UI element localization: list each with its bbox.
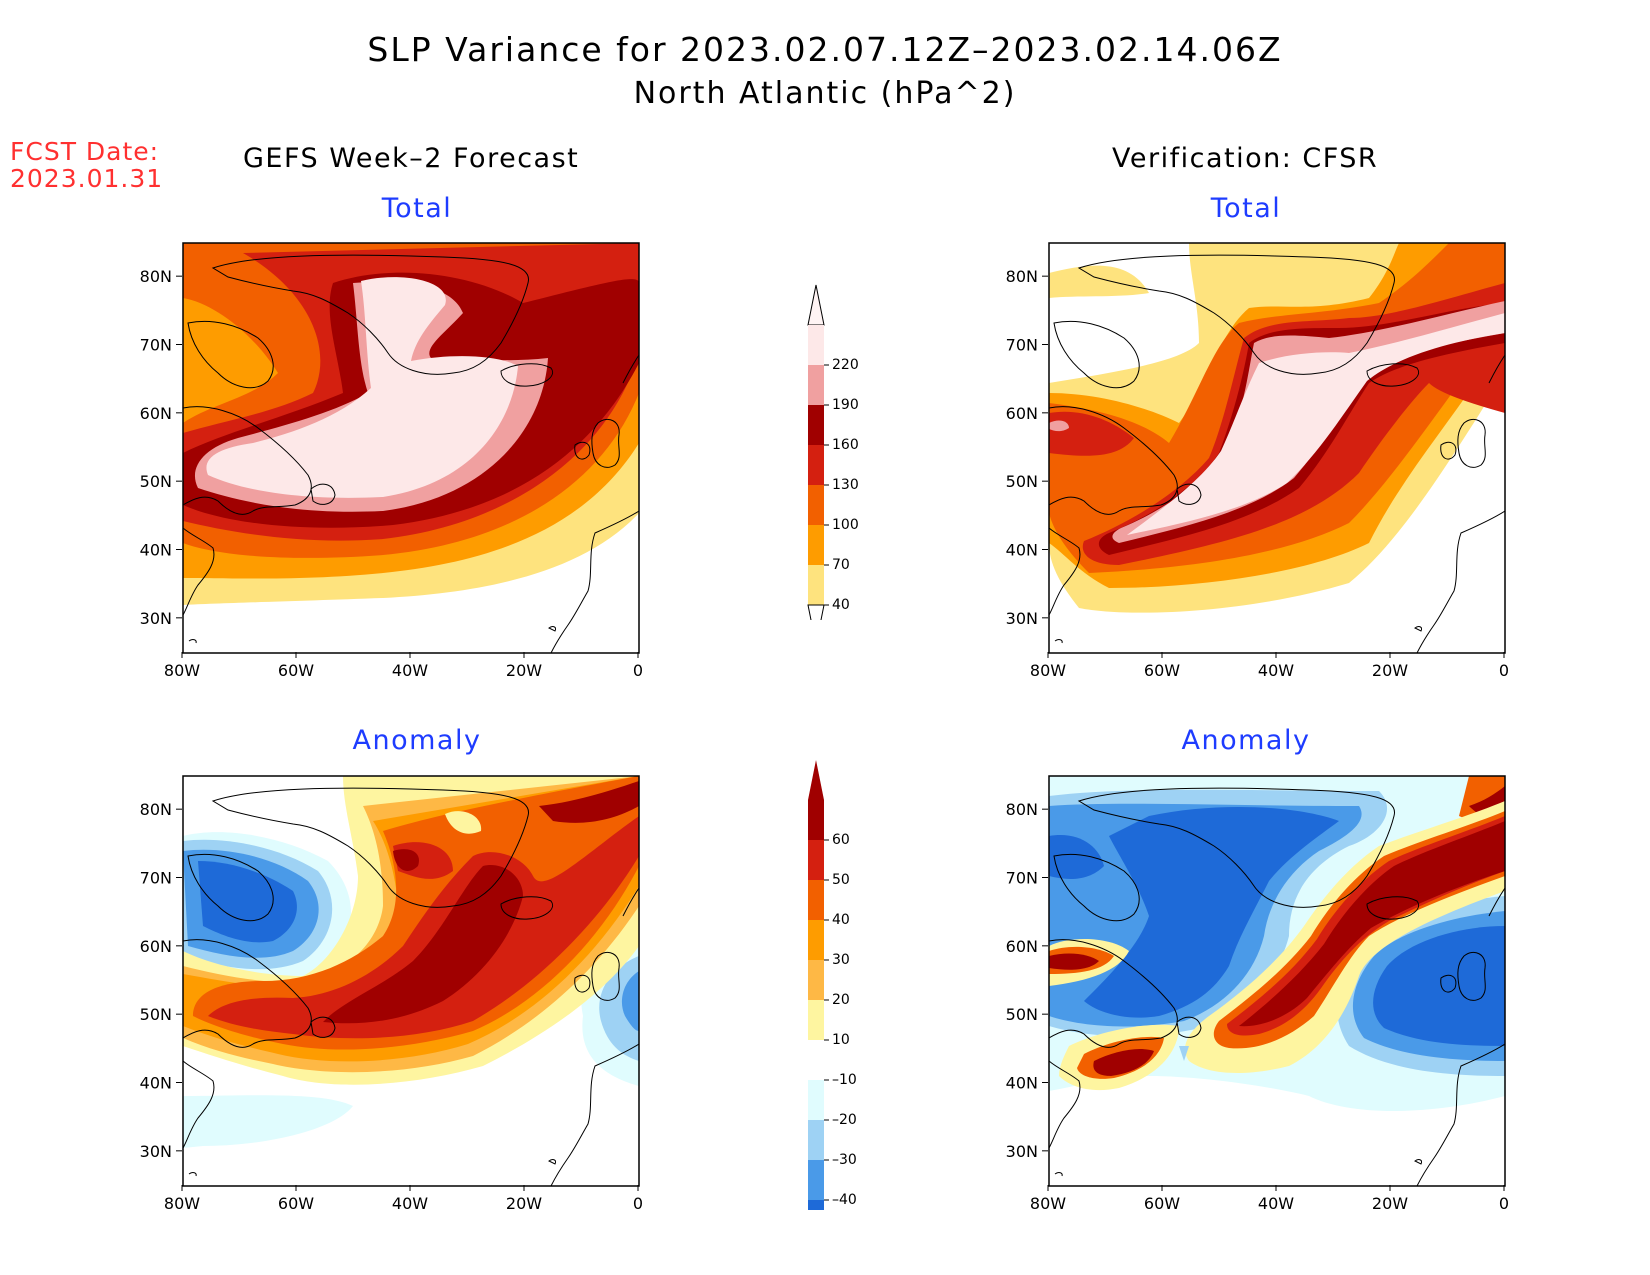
- fcst-total-lat-label: 70N: [140, 336, 172, 355]
- anomaly-colorbar: 60 50 40 30 20 10 –10 –20 –30 –40: [808, 760, 857, 1210]
- fcst-anomaly-lat-label: 60N: [140, 937, 172, 956]
- obs-anomaly-lon-label: 0: [1499, 1194, 1509, 1213]
- obs-total-title: Total: [1210, 193, 1282, 224]
- obs-anomaly-lon-label: 60W: [1144, 1194, 1180, 1213]
- anomaly-colorbar-swatch: [808, 1080, 824, 1120]
- fcst-total-lon-label: 0: [633, 661, 643, 680]
- obs-total-lon-label: 60W: [1144, 661, 1180, 680]
- total-colorbar: 220 190 160 130 100 70 40: [807, 284, 859, 620]
- fcst-total-map: [182, 242, 640, 654]
- fcst-anomaly-lon-label: 60W: [278, 1194, 314, 1213]
- fcst-total-lat-label: 80N: [140, 267, 172, 286]
- fcst-anomaly-lat-label: 80N: [140, 800, 172, 819]
- fcst-anomaly-lat-label: 40N: [140, 1074, 172, 1093]
- obs-anomaly-map: [1048, 775, 1506, 1187]
- fcst-anomaly-lon-label: 0: [633, 1194, 643, 1213]
- anomaly-colorbar-level-label: 10: [832, 1032, 850, 1048]
- fcst-anomaly-map: [182, 775, 640, 1187]
- obs-anomaly-lat-label: 80N: [1006, 800, 1038, 819]
- anomaly-colorbar-swatch: [808, 880, 824, 920]
- anomaly-colorbar-level-label: –20: [832, 1112, 857, 1128]
- obs-anomaly-lat-label: 60N: [1006, 937, 1038, 956]
- obs-total-lon-label: 0: [1499, 661, 1509, 680]
- obs-anomaly-lat-label: 50N: [1006, 1005, 1038, 1024]
- anomaly-colorbar-level-label: 20: [832, 992, 850, 1008]
- total-colorbar-swatch: [808, 485, 824, 525]
- anomaly-colorbar-swatch: [808, 920, 824, 960]
- total-colorbar-level-label: 130: [832, 477, 859, 493]
- fcst-total-lon-label: 60W: [278, 661, 314, 680]
- fcst-date-value: 2023.01.31: [10, 164, 164, 193]
- anomaly-colorbar-swatch: [808, 1040, 824, 1080]
- anomaly-colorbar-swatch: [808, 840, 824, 880]
- fcst-anomaly-lat-label: 70N: [140, 869, 172, 888]
- total-colorbar-level-label: 100: [832, 517, 859, 533]
- anomaly-colorbar-swatch: [808, 1160, 824, 1200]
- total-colorbar-level-label: 70: [832, 557, 850, 573]
- total-colorbar-level-label: 160: [832, 437, 859, 453]
- anomaly-colorbar-swatch: [808, 1000, 824, 1040]
- obs-total-lat-label: 60N: [1006, 404, 1038, 423]
- total-colorbar-swatch: [808, 405, 824, 445]
- obs-anomaly-lon-label: 20W: [1372, 1194, 1408, 1213]
- obs-total-lon-label: 80W: [1030, 661, 1066, 680]
- fcst-date-label: FCST Date:: [10, 137, 160, 166]
- fcst-anomaly-title: Anomaly: [352, 725, 482, 756]
- anomaly-colorbar-swatch: [808, 1200, 824, 1210]
- obs-anomaly-lon-label: 80W: [1030, 1194, 1066, 1213]
- anomaly-colorbar-level-label: –30: [832, 1152, 857, 1168]
- fcst-total-lon-label: 80W: [164, 661, 200, 680]
- obs-total-lat-label: 30N: [1006, 609, 1038, 628]
- obs-total-map: [1048, 242, 1506, 654]
- fcst-total-lon-label: 40W: [392, 661, 428, 680]
- obs-anomaly-lat-label: 30N: [1006, 1142, 1038, 1161]
- total-colorbar-level-label: 190: [832, 397, 859, 413]
- total-colorbar-swatch: [808, 525, 824, 565]
- fcst-total-lon-label: 20W: [506, 661, 542, 680]
- anomaly-colorbar-swatch: [808, 800, 824, 840]
- total-colorbar-swatch: [808, 445, 824, 485]
- anomaly-colorbar-swatch: [808, 1120, 824, 1160]
- fcst-total-lat-label: 30N: [140, 609, 172, 628]
- fcst-anomaly-lat-label: 50N: [140, 1005, 172, 1024]
- anomaly-colorbar-level-label: 60: [832, 832, 850, 848]
- fcst-anomaly-lon-label: 80W: [164, 1194, 200, 1213]
- anomaly-colorbar-level-label: 40: [832, 912, 850, 928]
- anomaly-colorbar-level-label: –10: [832, 1072, 857, 1088]
- total-colorbar-level-label: 220: [832, 357, 859, 373]
- fcst-anomaly-lon-label: 20W: [506, 1194, 542, 1213]
- total-colorbar-swatch: [808, 365, 824, 405]
- fcst-anomaly-lon-label: 40W: [392, 1194, 428, 1213]
- left-column-heading: GEFS Week–2 Forecast: [243, 143, 580, 174]
- obs-total-lat-label: 40N: [1006, 541, 1038, 560]
- main-subtitle: North Atlantic (hPa^2): [633, 76, 1017, 111]
- right-column-heading: Verification: CFSR: [1112, 143, 1379, 174]
- fcst-total-lat-label: 60N: [140, 404, 172, 423]
- fcst-total-title: Total: [381, 193, 453, 224]
- obs-total-lat-label: 50N: [1006, 472, 1038, 491]
- obs-total-lon-label: 40W: [1258, 661, 1294, 680]
- obs-anomaly-title: Anomaly: [1181, 725, 1311, 756]
- obs-total-lon-label: 20W: [1372, 661, 1408, 680]
- total-colorbar-swatch: [808, 565, 824, 605]
- anomaly-colorbar-level-label: 30: [832, 952, 850, 968]
- total-colorbar-bottom-arrow: [807, 604, 825, 620]
- main-title: SLP Variance for 2023.02.07.12Z–2023.02.…: [367, 30, 1283, 69]
- obs-anomaly-lat-label: 40N: [1006, 1074, 1038, 1093]
- obs-anomaly-lon-label: 40W: [1258, 1194, 1294, 1213]
- fcst-total-lat-label: 50N: [140, 472, 172, 491]
- anomaly-colorbar-swatch: [808, 960, 824, 1000]
- obs-total-lat-label: 80N: [1006, 267, 1038, 286]
- anomaly-colorbar-level-label: –40: [832, 1192, 857, 1208]
- anomaly-colorbar-top-arrow: [808, 760, 824, 800]
- anomaly-colorbar-level-label: 50: [832, 872, 850, 888]
- obs-total-lat-label: 70N: [1006, 336, 1038, 355]
- total-colorbar-level-label: 40: [832, 597, 850, 613]
- fcst-date-block: FCST Date: 2023.01.31: [10, 138, 163, 192]
- fcst-anomaly-lat-label: 30N: [140, 1142, 172, 1161]
- fcst-total-lat-label: 40N: [140, 541, 172, 560]
- total-colorbar-top-arrow: [807, 284, 825, 326]
- total-colorbar-swatch: [808, 325, 824, 365]
- obs-anomaly-lat-label: 70N: [1006, 869, 1038, 888]
